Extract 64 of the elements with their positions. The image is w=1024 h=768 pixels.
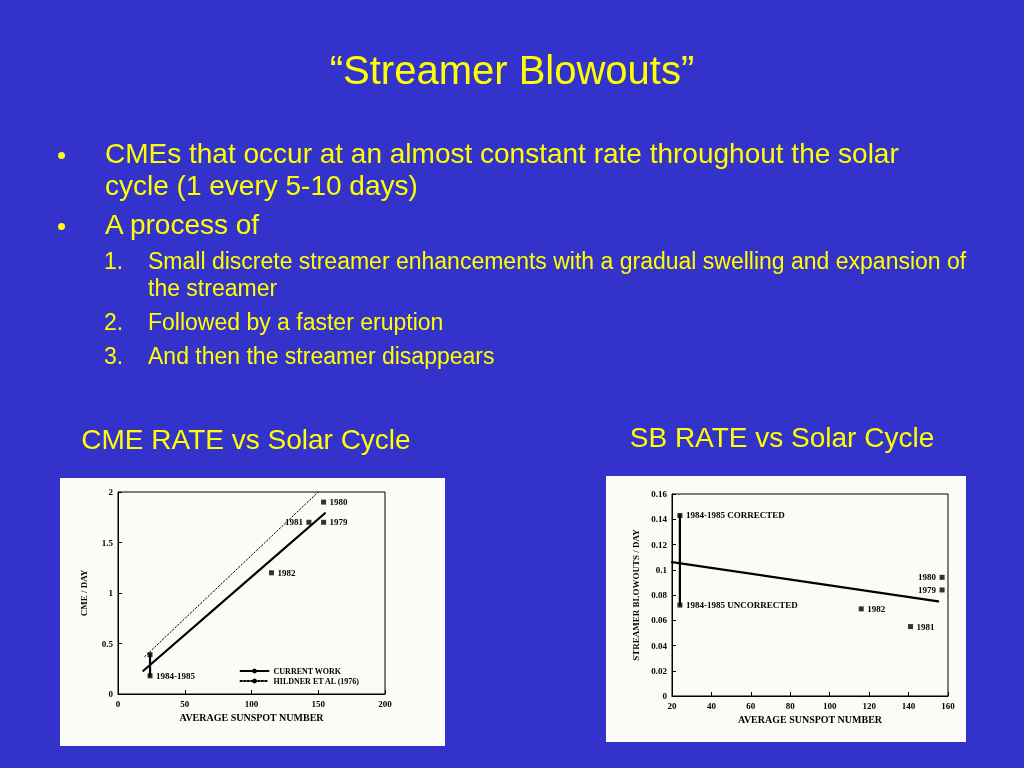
annotation: 1984-1985 CORRECTED [685,510,786,521]
x-tick-label: 200 [378,698,393,709]
y-tick-label: 0.5 [101,638,114,649]
annotation: 1982 [867,603,886,614]
text: 1. Small discrete streamer enhancements with a gradual swelling and expansion of the streamer [104,248,968,302]
text: “Streamer Blowouts” [328,48,696,93]
point [321,519,327,525]
x-tick-label: 120 [862,700,877,711]
y-tick-label: 2 [108,487,114,497]
point [269,570,275,576]
legend-label: CURRENT WORK [273,666,342,676]
x-tick-label: 50 [180,698,190,709]
point [939,574,945,580]
annotation: 1982 [277,567,297,578]
y-axis-title: STREAMER BLOWOUTS / DAY [630,528,641,661]
point [939,587,945,593]
point [321,499,327,505]
x-tick-label: 100 [822,700,837,711]
annotation: 1979 [918,584,937,595]
y-tick-label: 0.12 [651,539,668,550]
x-tick-label: 80 [785,700,796,711]
annotation: 1981 [284,517,304,528]
x-tick-label: 140 [901,700,916,711]
point [306,519,312,525]
chart-title: CME RATE vs Solar Cycle [80,424,412,456]
point [147,652,153,658]
y-tick-label: 0.1 [655,564,668,575]
x-axis-title: AVERAGE SUNSPOT NUMBER [179,712,325,724]
x-tick-label: 160 [941,700,956,711]
x-axis-title: AVERAGE SUNSPOT NUMBER [737,714,883,726]
y-tick-label: 1 [108,588,114,598]
text: 3. And then the streamer disappears [104,343,496,370]
y-tick-label: 0.02 [651,665,668,676]
y-tick-label: 0.14 [651,514,668,525]
x-tick-label: 100 [244,698,259,709]
y-tick-label: 0.06 [651,615,668,626]
x-tick-label: 0 [115,698,121,709]
text: 2. Followed by a faster eruption [104,309,445,336]
y-tick-label: 1.5 [101,537,114,548]
y-tick-label: 0.04 [651,640,668,651]
point [858,606,864,612]
y-tick-label: 0 [108,689,114,699]
y-tick-label: 0.16 [651,489,668,499]
y-axis-title: CME / DAY [78,569,89,617]
point [908,624,914,630]
point [677,602,683,608]
text: CMEs that occur at an almost constant rate throughout the solar cycle (1 every 5-10 days) [105,138,900,202]
x-tick-label: 20 [667,700,677,711]
legend-label: HILDNER ET AL (1976) [273,676,360,686]
annotation: 1980 [329,497,349,508]
x-tick-label: 40 [706,700,717,711]
annotation: 1984-1985 UNCORRECTED [685,600,799,611]
y-tick-label: 0 [662,691,668,701]
annotation: 1981 [916,621,936,632]
annotation: 1984-1985 [156,670,196,681]
x-tick-label: 150 [311,698,326,709]
y-tick-label: 0.08 [651,590,668,600]
annotation: 1979 [329,517,349,528]
chart-title: SB RATE vs Solar Cycle [628,422,936,454]
annotation: 1980 [918,572,937,583]
point [677,512,683,518]
text: A process of [105,209,261,241]
x-tick-label: 60 [746,700,756,711]
point [147,673,153,679]
